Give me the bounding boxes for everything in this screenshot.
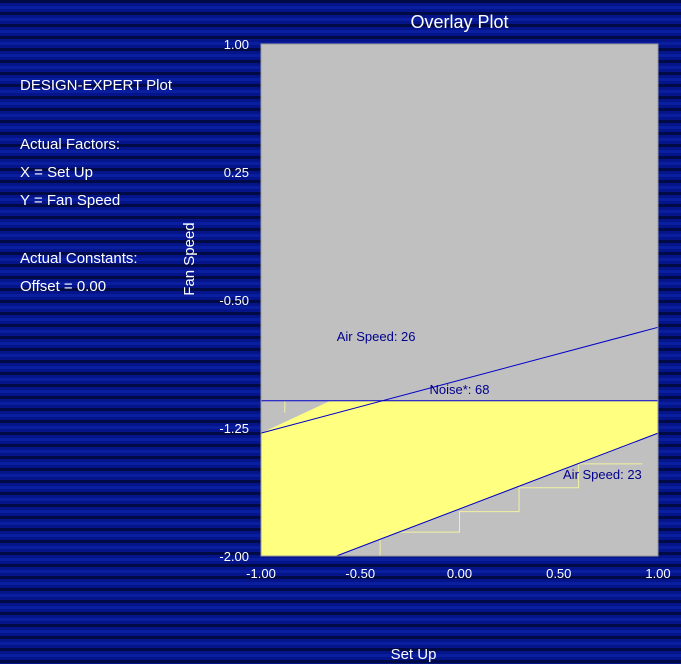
y-tick-label: 1.00: [224, 37, 249, 52]
contour-label-3: Air Speed: 23: [563, 467, 642, 482]
contour-line-3: [336, 432, 659, 557]
contour-label-1: Air Speed: 26: [337, 329, 416, 344]
y-tick-label: 0.25: [224, 165, 249, 180]
constant-offset-label: Offset = 0.00: [20, 278, 107, 295]
x-tick-label: 1.00: [645, 566, 670, 581]
actual-constants-title: Actual Constants:: [20, 250, 138, 267]
plot-frame: [260, 43, 659, 557]
factor-y-label: Y = Fan Speed: [20, 192, 121, 209]
chart-title: Overlay Plot: [410, 12, 508, 32]
contour-line-1: [260, 326, 659, 434]
actual-factors-title: Actual Factors:: [20, 136, 121, 153]
y-axis-label: Fan Speed: [181, 222, 198, 295]
feasible-region: [261, 400, 658, 556]
factor-x-label: X = Set Up: [20, 164, 93, 181]
y-tick-label: -1.25: [219, 421, 249, 436]
y-tick-label: -2.00: [219, 549, 249, 564]
contour-label-2: Noise*: 68: [430, 382, 490, 397]
x-tick-label: 0.50: [546, 566, 571, 581]
y-tick-label: -0.50: [219, 293, 249, 308]
x-axis-label: Set Up: [391, 646, 437, 663]
design-expert-header: DESIGN-EXPERT Plot: [20, 77, 172, 94]
x-tick-label: -0.50: [345, 566, 375, 581]
x-tick-label: 0.00: [447, 566, 472, 581]
x-tick-label: -1.00: [246, 566, 276, 581]
contour-step-lines: [379, 463, 643, 556]
